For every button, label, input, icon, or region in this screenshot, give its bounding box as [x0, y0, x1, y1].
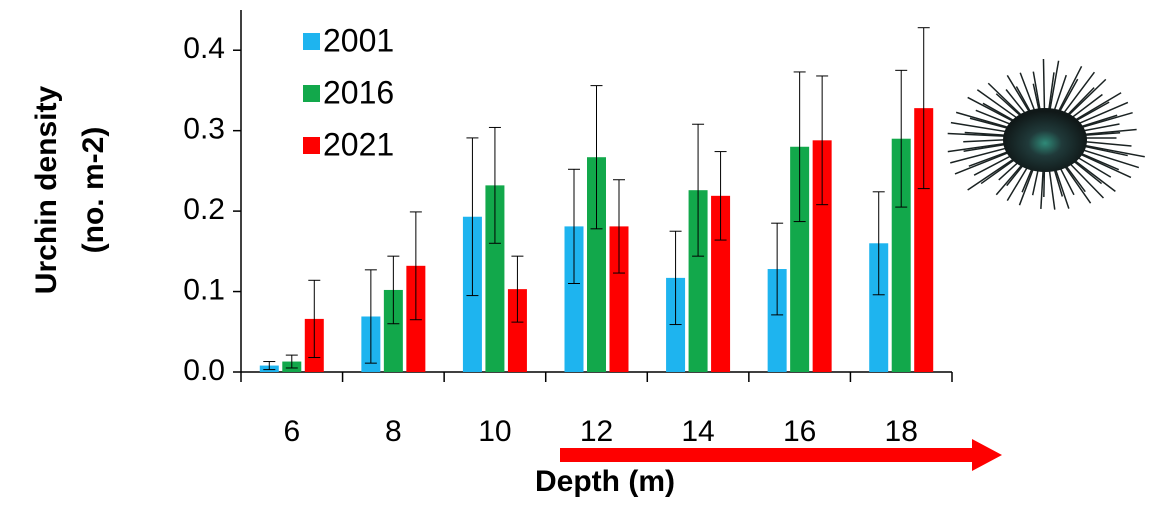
x-tick-label: 10	[478, 415, 511, 448]
legend-label: 2001	[323, 22, 394, 58]
legend-swatch	[303, 33, 320, 50]
y-tick-label: 0.3	[183, 113, 225, 146]
bar	[891, 138, 911, 372]
legend-label: 2016	[323, 74, 394, 110]
y-axis-title: (no. m-2)	[77, 127, 110, 254]
y-tick-label: 0.4	[183, 32, 225, 65]
x-tick-label: 14	[681, 415, 714, 448]
x-tick-label: 6	[283, 415, 300, 448]
x-axis-title: Depth (m)	[535, 465, 675, 498]
bar	[869, 243, 889, 372]
x-tick-label: 12	[580, 415, 613, 448]
legend-label: 2021	[323, 126, 394, 162]
x-tick-label: 8	[385, 415, 402, 448]
bar	[485, 185, 505, 372]
y-tick-label: 0.1	[183, 273, 225, 306]
bar	[587, 157, 606, 372]
y-tick-label: 0.0	[183, 354, 225, 387]
y-tick-label: 0.2	[183, 193, 225, 226]
depth-arrow-head	[972, 439, 1002, 471]
bar	[609, 226, 629, 372]
bar	[564, 226, 584, 372]
legend-swatch	[303, 85, 320, 102]
bar	[790, 146, 810, 372]
bar	[383, 289, 403, 372]
y-axis-title: Urchin density	[30, 85, 63, 294]
bar	[812, 140, 832, 372]
bar	[507, 289, 527, 372]
bar	[767, 269, 787, 372]
x-tick-label: 16	[783, 415, 816, 448]
x-tick-label: 18	[885, 415, 918, 448]
urchin-illustration	[947, 58, 1145, 210]
legend-swatch	[303, 137, 320, 154]
bar	[914, 108, 934, 373]
urchin-body	[1003, 108, 1087, 172]
bar	[688, 190, 708, 372]
